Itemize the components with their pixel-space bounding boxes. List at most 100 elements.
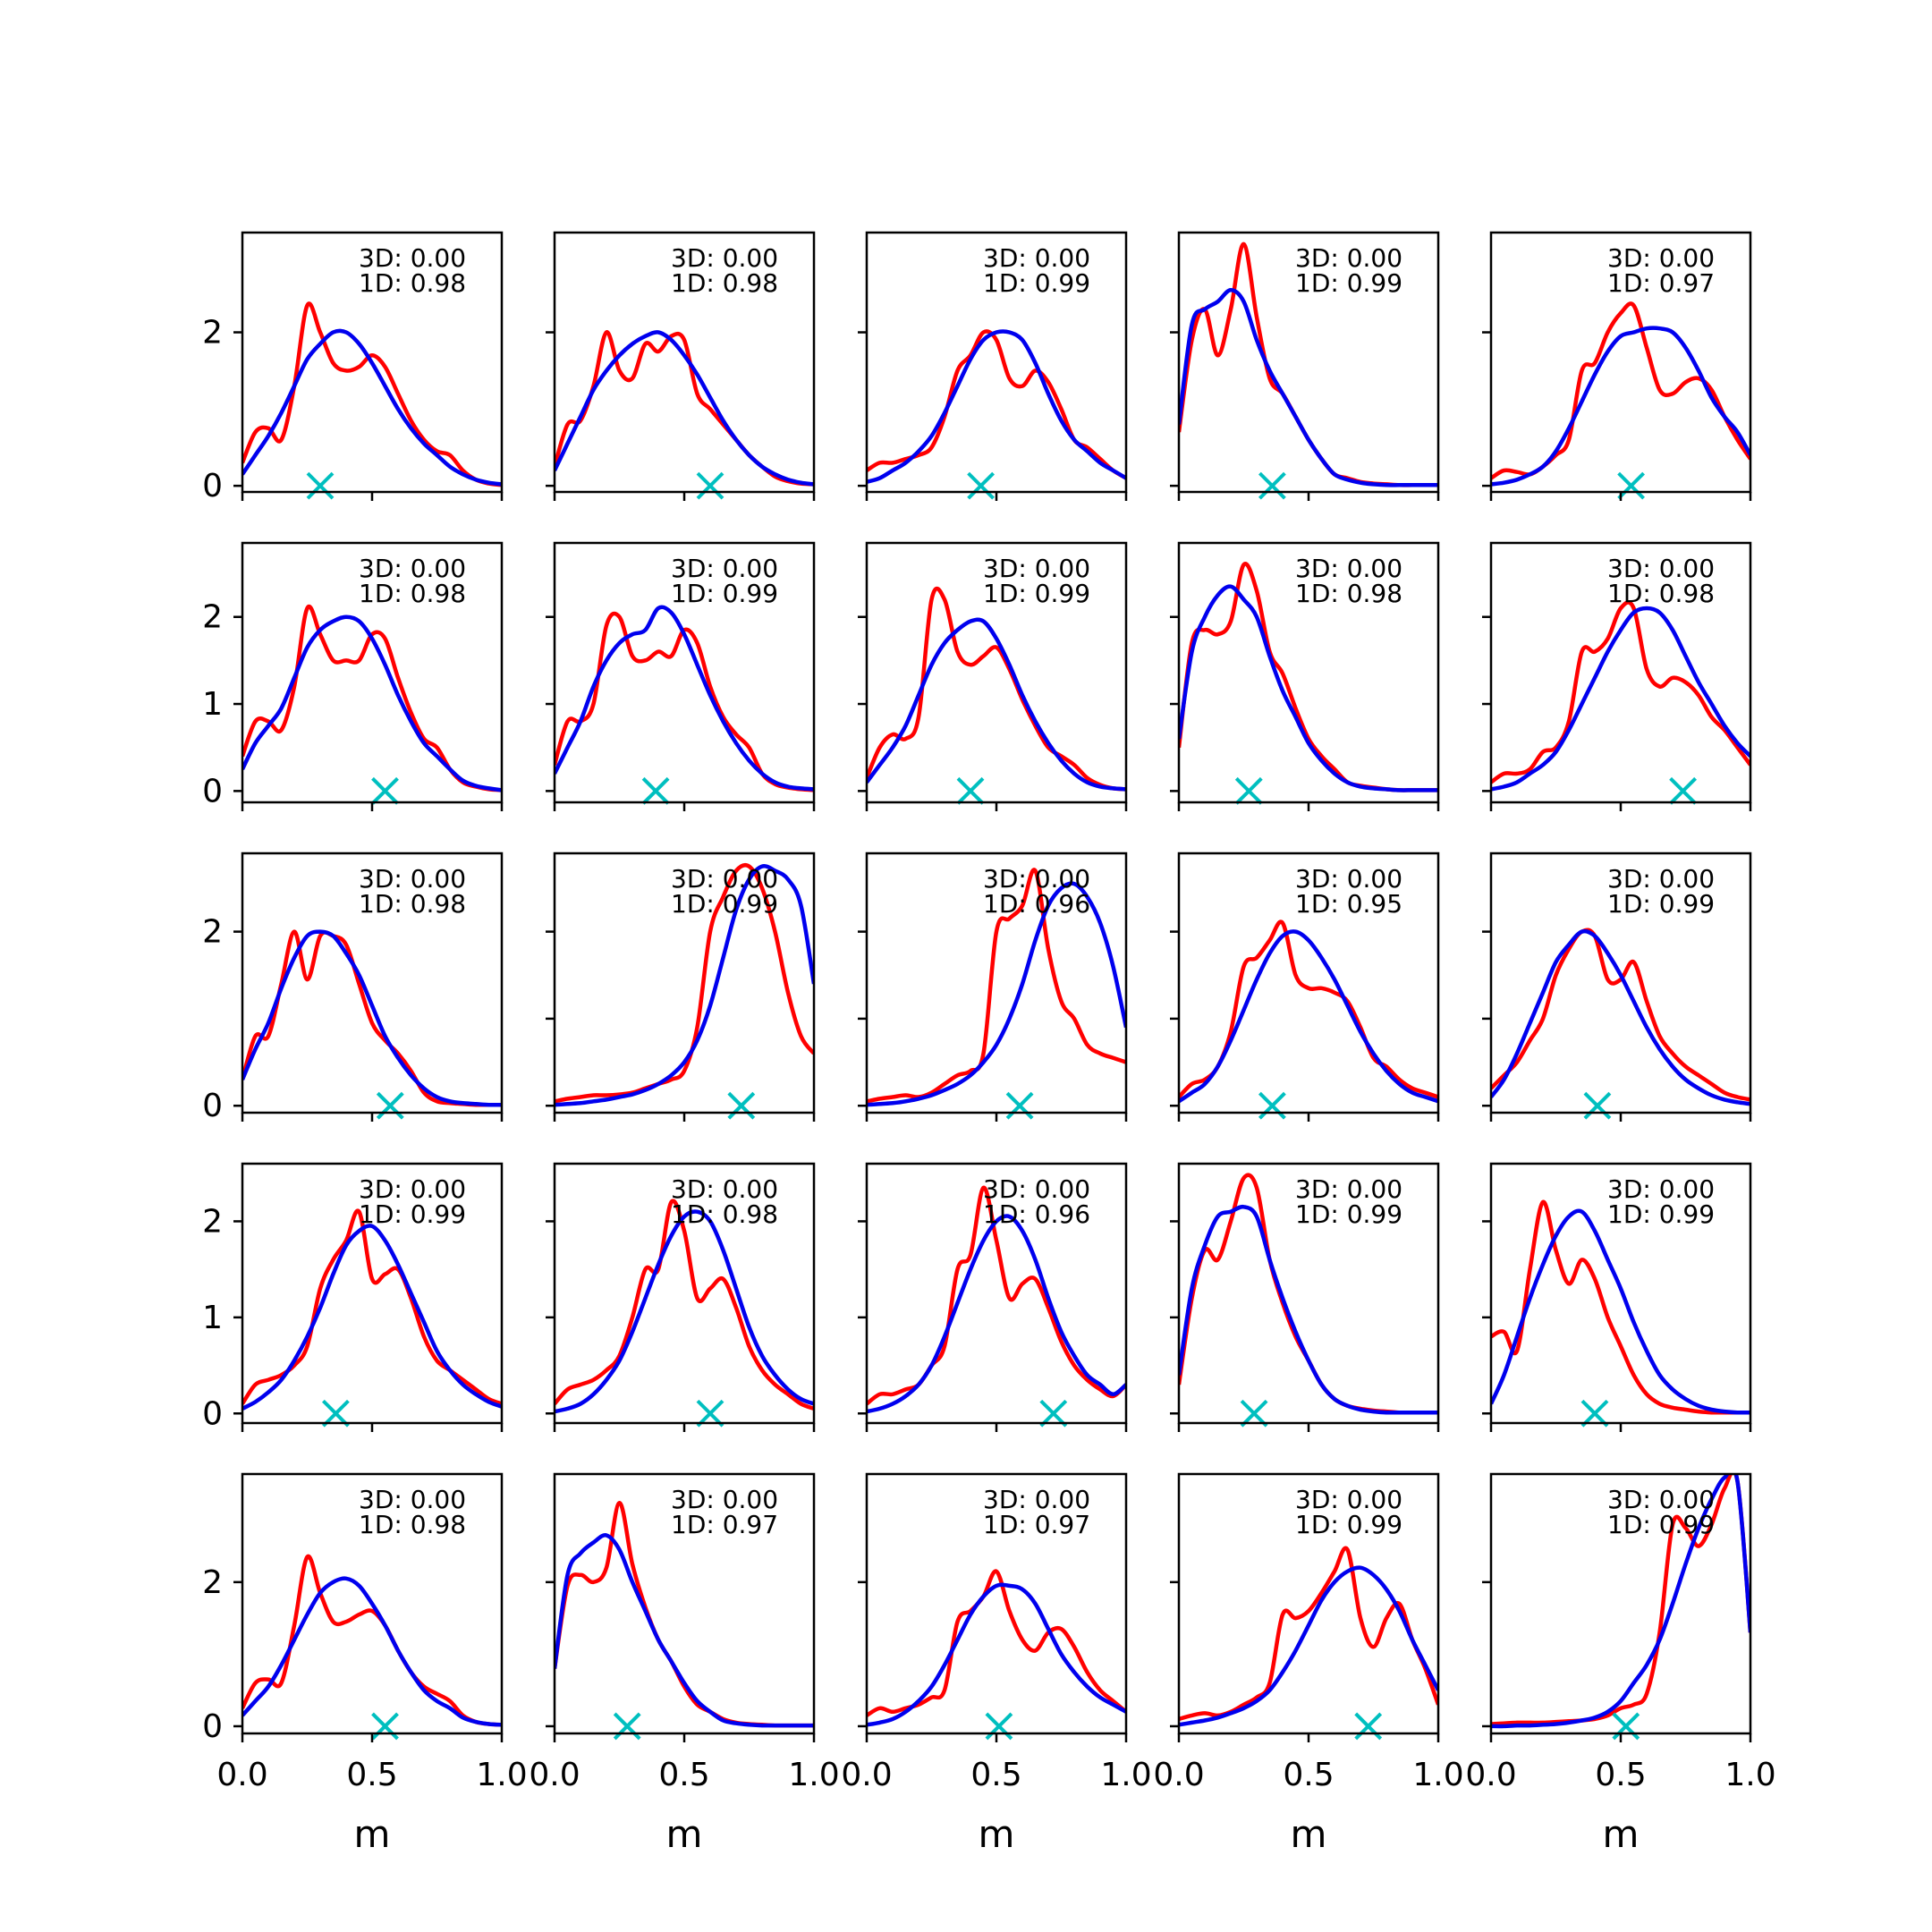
annotation-3d: 3D: 0.00	[983, 864, 1090, 894]
annotation-1d: 1D: 0.99	[1607, 889, 1715, 919]
annotation-1d: 1D: 0.99	[1607, 1199, 1715, 1229]
blue-density-curve	[555, 605, 814, 792]
annotation-1d: 1D: 0.99	[359, 1199, 466, 1229]
x-marker	[1234, 776, 1263, 805]
red-density-curve	[1491, 928, 1750, 1102]
x-marker	[376, 1091, 404, 1120]
annotation-3d: 3D: 0.00	[1295, 1174, 1402, 1204]
blue-density-curve	[242, 929, 502, 1107]
blue-density-curve	[1491, 326, 1750, 487]
blue-density-curve	[867, 881, 1126, 1107]
x-marker	[696, 1399, 724, 1428]
x-marker	[1580, 1399, 1609, 1428]
annotation-1d: 1D: 0.99	[1607, 1510, 1715, 1539]
x-tick-label: 0.0	[1465, 1757, 1516, 1793]
blue-density-curve	[1491, 1474, 1750, 1729]
y-tick-label: 1	[202, 1300, 223, 1336]
y-tick-label: 2	[202, 914, 223, 951]
x-marker	[727, 1091, 756, 1120]
x-tick-label: 0.0	[841, 1757, 892, 1793]
blue-density-curve	[1179, 1204, 1438, 1415]
annotation-1d: 1D: 0.99	[671, 579, 778, 608]
x-tick-label: 0.5	[346, 1757, 397, 1793]
x-marker	[1669, 776, 1698, 805]
red-density-curve	[242, 301, 502, 487]
x-marker	[1617, 471, 1646, 500]
annotation-3d: 3D: 0.00	[671, 1174, 778, 1204]
annotation-1d: 1D: 0.99	[671, 889, 778, 919]
x-marker	[956, 776, 985, 805]
y-tick-label: 0	[202, 468, 223, 504]
x-marker	[371, 776, 399, 805]
annotation-3d: 3D: 0.00	[1295, 243, 1402, 273]
x-tick-label: 1.0	[476, 1757, 527, 1793]
x-axis-label: m	[666, 1812, 703, 1856]
blue-density-curve	[555, 1533, 814, 1728]
blue-density-curve	[867, 1214, 1126, 1414]
red-density-curve	[867, 1185, 1126, 1406]
annotation-3d: 3D: 0.00	[1607, 864, 1715, 894]
x-tick-label: 0.5	[970, 1757, 1021, 1793]
x-marker	[641, 776, 670, 805]
x-marker	[1240, 1399, 1268, 1428]
x-axis-label: m	[979, 1812, 1015, 1856]
annotation-3d: 3D: 0.00	[983, 1485, 1090, 1514]
annotation-1d: 1D: 0.98	[671, 1199, 778, 1229]
annotation-3d: 3D: 0.00	[1295, 864, 1402, 894]
annotation-3d: 3D: 0.00	[1295, 554, 1402, 583]
y-tick-label: 1	[202, 686, 223, 723]
annotation-1d: 1D: 0.99	[983, 579, 1090, 608]
annotation-1d: 1D: 0.98	[359, 889, 466, 919]
red-density-curve	[242, 604, 502, 792]
annotation-1d: 1D: 0.95	[1295, 889, 1402, 919]
x-tick-label: 0.5	[1595, 1757, 1646, 1793]
y-tick-label: 0	[202, 1708, 223, 1745]
red-density-curve	[1491, 600, 1750, 784]
blue-density-curve	[1491, 606, 1750, 792]
blue-density-curve	[555, 330, 814, 487]
annotation-3d: 3D: 0.00	[1607, 554, 1715, 583]
annotation-1d: 1D: 0.96	[983, 889, 1090, 919]
x-marker	[696, 471, 724, 500]
annotation-1d: 1D: 0.97	[1607, 268, 1715, 298]
annotation-1d: 1D: 0.99	[1295, 1510, 1402, 1539]
red-density-curve	[867, 868, 1126, 1104]
annotation-3d: 3D: 0.00	[359, 864, 466, 894]
blue-density-curve	[1179, 584, 1438, 792]
x-tick-label: 0.0	[216, 1757, 267, 1793]
red-density-curve	[242, 929, 502, 1107]
red-density-curve	[242, 1554, 502, 1727]
blue-density-curve	[242, 614, 502, 792]
x-tick-label: 1.0	[1412, 1757, 1463, 1793]
red-density-curve	[1179, 919, 1438, 1099]
x-tick-label: 0.5	[658, 1757, 709, 1793]
annotation-1d: 1D: 0.98	[1295, 579, 1402, 608]
x-marker	[1354, 1712, 1383, 1741]
annotation-3d: 3D: 0.00	[671, 554, 778, 583]
annotation-3d: 3D: 0.00	[671, 243, 778, 273]
annotation-1d: 1D: 0.98	[359, 1510, 466, 1539]
annotation-3d: 3D: 0.00	[1607, 1174, 1715, 1204]
red-density-curve	[867, 1569, 1126, 1717]
y-tick-label: 2	[202, 315, 223, 352]
x-marker	[1583, 1091, 1612, 1120]
blue-density-curve	[555, 1209, 814, 1414]
annotation-3d: 3D: 0.00	[359, 1174, 466, 1204]
x-axis-label: m	[354, 1812, 391, 1856]
annotation-1d: 1D: 0.98	[359, 268, 466, 298]
blue-density-curve	[555, 864, 814, 1107]
x-marker	[1005, 1091, 1034, 1120]
x-tick-label: 0.0	[1153, 1757, 1204, 1793]
blue-density-curve	[242, 1576, 502, 1727]
blue-density-curve	[867, 329, 1126, 484]
y-tick-label: 0	[202, 773, 223, 809]
x-marker	[1258, 471, 1286, 500]
annotation-3d: 3D: 0.00	[1295, 1485, 1402, 1514]
annotation-3d: 3D: 0.00	[1607, 1485, 1715, 1514]
x-marker	[613, 1712, 641, 1741]
annotation-3d: 3D: 0.00	[1607, 243, 1715, 273]
red-density-curve	[1491, 301, 1750, 480]
blue-density-curve	[1491, 1208, 1750, 1415]
annotation-1d: 1D: 0.99	[1295, 268, 1402, 298]
